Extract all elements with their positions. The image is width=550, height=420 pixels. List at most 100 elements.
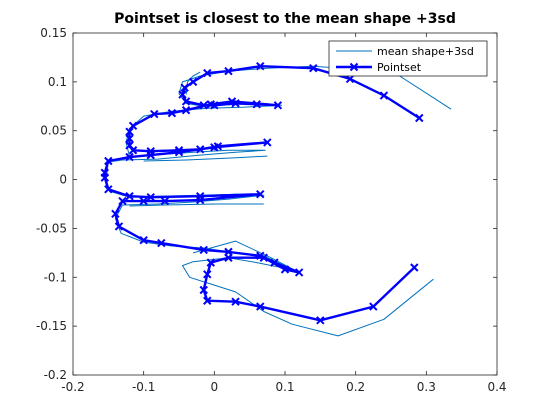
marker-stroke <box>252 100 261 109</box>
marker-stroke <box>224 66 233 76</box>
marker-stroke <box>231 99 240 108</box>
plot-background <box>73 33 497 375</box>
pointset-point-marker <box>160 196 170 206</box>
marker-stroke <box>206 258 216 267</box>
pointset-point-marker <box>146 192 155 202</box>
marker-stroke <box>349 62 359 72</box>
pointset-point-marker <box>256 190 265 199</box>
pointset-point-marker <box>104 156 113 166</box>
marker-stroke <box>199 101 208 110</box>
y-tick-label: -0.15 <box>36 319 67 333</box>
pointset-point-marker <box>206 100 216 109</box>
pointset-point-marker <box>125 134 134 143</box>
marker-stroke <box>125 191 134 201</box>
pointset-point-marker <box>231 297 240 306</box>
pointset-point-marker <box>150 109 159 119</box>
y-tick-label: 0.05 <box>40 124 67 138</box>
marker-stroke <box>181 105 191 115</box>
legend-label-mean-shape: mean shape+3sd <box>377 45 474 58</box>
marker-stroke <box>263 138 272 147</box>
pointset-point-marker <box>270 258 279 267</box>
legend: mean shape+3sd Pointset <box>328 40 488 77</box>
marker-stroke <box>125 127 134 136</box>
legend-marker-pointset <box>349 62 359 72</box>
marker-stroke <box>256 251 265 260</box>
pointset-point-marker <box>203 68 212 78</box>
legend-x-marker <box>349 62 359 72</box>
plot-area <box>73 33 497 375</box>
marker-stroke <box>128 121 138 131</box>
marker-stroke <box>178 90 187 99</box>
pointset-line <box>103 64 420 322</box>
marker-stroke <box>199 245 208 255</box>
pointset-point-marker <box>146 150 155 160</box>
x-tick-label: 0 <box>211 380 219 394</box>
y-tick-label: 0.15 <box>40 26 67 40</box>
marker-stroke <box>125 134 134 143</box>
marker-stroke <box>174 146 184 155</box>
x-tick-label: -0.1 <box>132 380 155 394</box>
pointset-point-marker <box>206 258 216 267</box>
marker-stroke <box>150 109 159 119</box>
marker-stroke <box>146 192 155 202</box>
marker-stroke <box>118 196 127 206</box>
pointset-point-marker <box>203 296 212 305</box>
marker-stroke <box>114 222 124 231</box>
pointset-point-marker <box>114 222 124 231</box>
pointset-point-marker <box>316 316 325 325</box>
pointset-point-marker <box>256 62 265 71</box>
pointset-point-marker <box>104 185 113 194</box>
marker-stroke <box>294 268 304 277</box>
x-tick-label: 0.3 <box>417 380 436 394</box>
pointset-point-marker <box>125 191 134 201</box>
marker-stroke <box>100 173 110 182</box>
marker-stroke <box>309 63 318 73</box>
pointset-point-marker <box>379 91 389 100</box>
pointset-point-marker <box>256 302 265 311</box>
marker-stroke <box>199 285 208 295</box>
pointset-point-marker <box>174 146 184 155</box>
marker-stroke <box>369 302 378 311</box>
pointset-point-marker <box>227 97 237 106</box>
pointset-point-marker <box>125 127 134 136</box>
y-tick-label: -0.05 <box>36 221 67 235</box>
pointset-point-marker <box>188 77 198 87</box>
pointset-point-marker <box>415 113 424 123</box>
pointset-point-marker <box>100 173 110 182</box>
marker-stroke <box>273 101 283 110</box>
marker-stroke <box>157 238 166 248</box>
pointset-point-marker <box>345 74 355 84</box>
pointset-point-marker <box>178 90 187 99</box>
marker-stroke <box>128 146 138 155</box>
marker-stroke <box>181 97 191 106</box>
marker-stroke <box>203 68 212 78</box>
marker-stroke <box>415 113 424 123</box>
pointset-point-marker <box>369 302 378 311</box>
marker-stroke <box>379 91 389 100</box>
marker-stroke <box>111 209 120 218</box>
marker-stroke <box>104 156 113 166</box>
legend-label-pointset: Pointset <box>377 61 422 74</box>
marker-stroke <box>259 253 269 262</box>
pointset-point-marker <box>224 253 233 262</box>
pointset-point-marker <box>174 148 184 157</box>
marker-stroke <box>256 62 265 71</box>
pointset-point-marker <box>252 100 261 109</box>
marker-stroke <box>180 83 189 92</box>
pointset-point-marker <box>259 253 269 262</box>
marker-stroke <box>139 235 148 245</box>
marker-stroke <box>203 270 212 279</box>
marker-stroke <box>210 143 219 152</box>
pointset-point-marker <box>309 63 318 73</box>
marker-stroke <box>188 77 198 87</box>
marker-stroke <box>104 185 113 194</box>
pointset-point-marker <box>181 97 191 106</box>
chart-title: Pointset is closest to the mean shape +3… <box>114 11 456 27</box>
marker-stroke <box>195 195 205 205</box>
pointset-point-marker <box>195 145 205 154</box>
pointset-point-marker <box>263 138 272 147</box>
mean-shape-line-segment <box>143 155 268 162</box>
mean-shape-line-segment <box>192 240 300 273</box>
marker-stroke <box>206 100 216 109</box>
marker-stroke <box>256 190 265 199</box>
